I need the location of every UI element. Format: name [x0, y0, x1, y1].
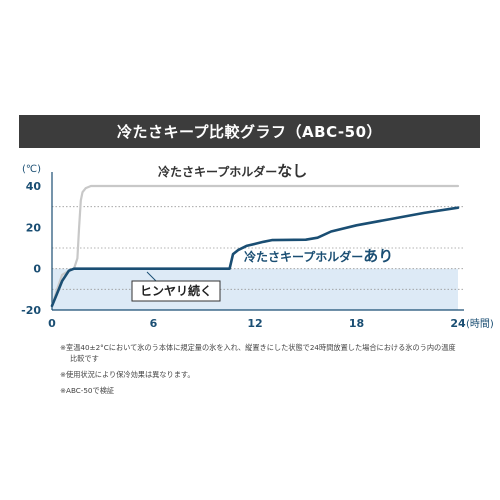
note-2: ※使用状況により保冷効果は異なります。 [60, 370, 195, 379]
footnotes: ※室温40±2°Cにおいて氷のう本体に規定量の氷を入れ、縦置きにした状態で24時… [60, 342, 480, 401]
note-1-continued: 比較です [70, 354, 99, 363]
x-tick-label: 12 [247, 317, 262, 330]
note-3: ※ABC-50で検証 [60, 386, 115, 395]
annotation-box [131, 280, 221, 302]
y-tick-label: -20 [21, 304, 41, 317]
series-label-without-holder: 冷たさキープホルダーなし [158, 162, 307, 180]
y-tick-label: 0 [33, 263, 41, 276]
y-tick-label: 40 [26, 180, 42, 193]
chart-title: 冷たさキープ比較グラフ（ABC-50） [19, 115, 480, 148]
series-line-without-holder [50, 184, 460, 307]
x-unit-label: (時間) [466, 318, 494, 330]
y-tick-label: 20 [26, 221, 42, 234]
y-unit-label: (℃) [22, 164, 41, 175]
series-label-with-holder: 冷たさキープホルダーあり [244, 247, 393, 265]
note-1: ※室温40±2°Cにおいて氷のう本体に規定量の氷を入れ、縦置きにした状態で24時… [60, 343, 456, 352]
annotation-label: ヒンヤリ続く [140, 283, 212, 298]
x-tick-label: 24 [450, 317, 466, 330]
series-line-with-holder [50, 206, 460, 308]
x-tick-label: 0 [48, 317, 56, 330]
x-tick-label: 18 [349, 317, 364, 330]
x-tick-label: 6 [150, 317, 158, 330]
